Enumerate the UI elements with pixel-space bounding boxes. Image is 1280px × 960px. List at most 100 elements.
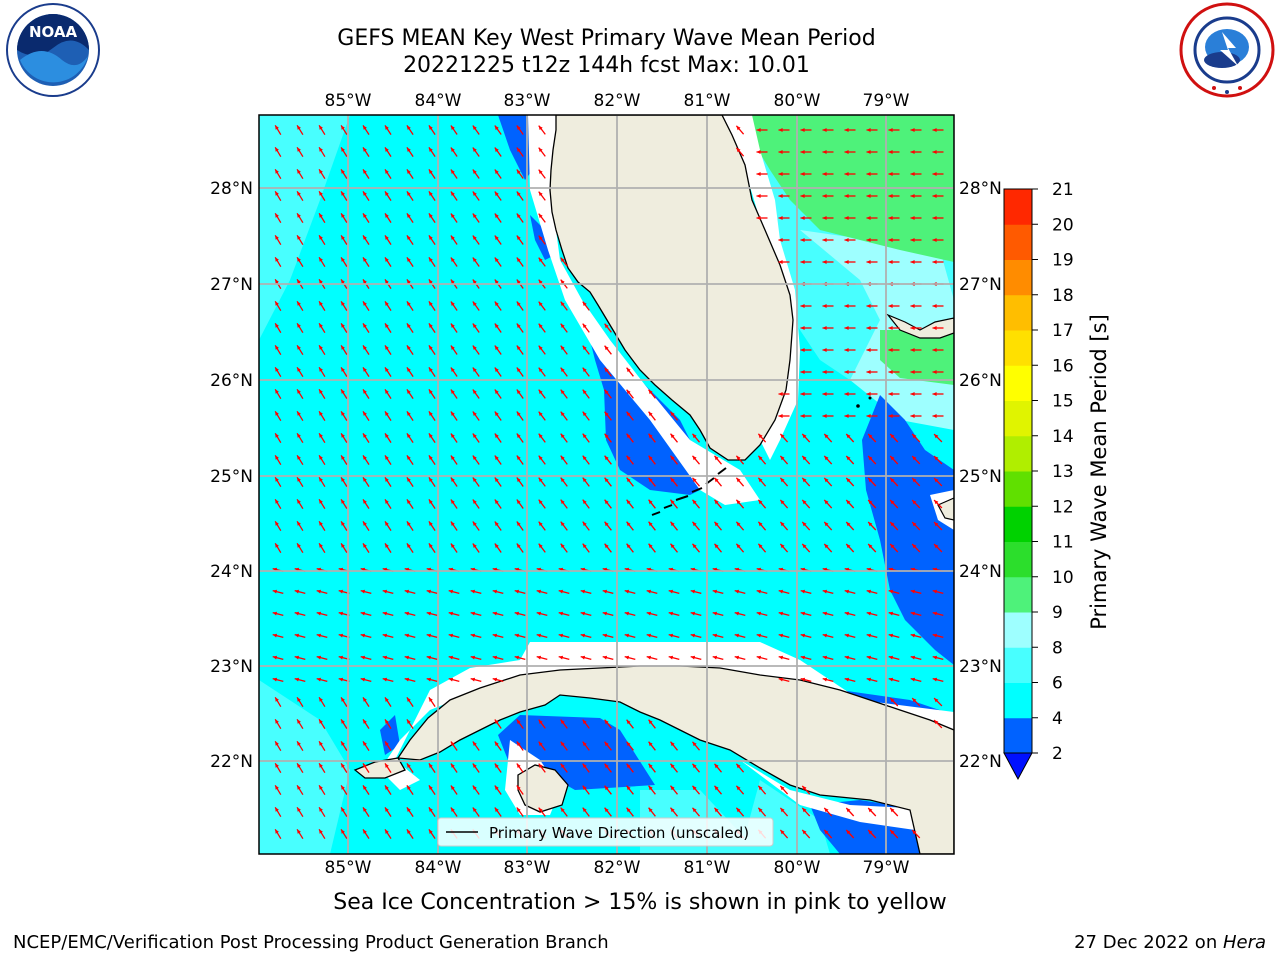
wave-arrow-head xyxy=(800,633,806,638)
wave-arrow-head xyxy=(275,235,279,240)
wave-arrow-head xyxy=(428,499,433,504)
wave-arrow-head xyxy=(582,345,587,350)
colorbar-segment xyxy=(1004,435,1032,472)
wave-arrow-head xyxy=(472,741,477,746)
wave-arrow-head xyxy=(472,125,477,130)
wave-arrow-head xyxy=(580,655,586,660)
wave-arrow-head xyxy=(822,611,828,616)
wave-arrow-head xyxy=(404,677,410,682)
wave-arrow-head xyxy=(316,655,322,660)
wave-arrow-head xyxy=(319,763,323,768)
wave-arrow-head xyxy=(888,260,893,264)
wave-arrow-head xyxy=(538,389,543,394)
wave-arrow-head xyxy=(868,522,873,527)
wave-arrow-head xyxy=(297,125,301,130)
wave-arrow-head xyxy=(341,499,345,504)
wave-arrow-head xyxy=(560,433,565,438)
wave-arrow-head xyxy=(626,499,631,505)
wave-arrow-head xyxy=(341,257,345,262)
wave-arrow-head xyxy=(516,543,521,548)
wave-arrow-head xyxy=(275,763,279,768)
wave-arrow-head xyxy=(758,433,763,439)
colorbar-segment xyxy=(1004,330,1032,366)
wave-arrow-head xyxy=(692,807,697,813)
wave-arrow-head xyxy=(822,655,828,660)
wave-arrow-head xyxy=(866,150,871,154)
wave-arrow-head xyxy=(888,238,893,242)
wave-arrow-head xyxy=(888,589,894,594)
colorbar-segment xyxy=(1004,224,1032,260)
lon-label: 80°W xyxy=(774,91,821,111)
wave-arrow-head xyxy=(297,455,301,460)
wave-arrow-head xyxy=(824,543,829,549)
wave-arrow-head xyxy=(363,147,367,152)
wave-arrow-head xyxy=(341,301,345,306)
wave-arrow-head xyxy=(494,477,499,482)
wave-arrow-head xyxy=(670,411,675,417)
wave-arrow-head xyxy=(890,808,895,813)
arrow-legend-label: Primary Wave Direction (unscaled) xyxy=(489,824,749,842)
wave-arrow-head xyxy=(692,499,697,505)
wave-arrow-head xyxy=(275,191,279,196)
wave-arrow-head xyxy=(778,128,783,132)
wave-arrow-head xyxy=(582,411,587,416)
wave-arrow-head xyxy=(275,499,279,504)
wave-arrow-head xyxy=(932,370,937,374)
wave-arrow-head xyxy=(560,345,565,350)
wave-arrow-head xyxy=(472,455,477,460)
map-title: GEFS MEAN Key West Primary Wave Mean Per… xyxy=(337,26,876,51)
colorbar-segment xyxy=(1004,259,1032,296)
wave-arrow-head xyxy=(910,304,915,308)
wave-arrow-head xyxy=(624,655,630,660)
svg-text:NOAA: NOAA xyxy=(29,23,78,41)
wave-arrow-head xyxy=(472,543,477,548)
wave-arrow-head xyxy=(385,345,389,350)
wave-arrow-head xyxy=(604,719,609,725)
wave-arrow-head xyxy=(275,367,279,372)
wave-arrow-head xyxy=(385,697,389,702)
wave-arrow-head xyxy=(714,499,719,505)
wave-arrow-head xyxy=(756,216,761,220)
wave-arrow-head xyxy=(890,544,895,549)
wave-arrow-head xyxy=(516,147,521,152)
wave-arrow-head xyxy=(910,655,916,660)
wave-arrow-head xyxy=(560,301,565,306)
wave-arrow-head xyxy=(822,326,827,330)
lat-label: 22°N xyxy=(959,752,1002,772)
wave-arrow-head xyxy=(846,456,851,461)
wave-arrow-head xyxy=(866,392,871,396)
wave-arrow-head xyxy=(428,345,433,350)
wave-arrow-head xyxy=(319,785,323,790)
wave-arrow-head xyxy=(448,611,454,616)
wave-arrow-head xyxy=(560,521,565,526)
wave-arrow-head xyxy=(341,719,345,724)
wave-arrow-head xyxy=(604,499,609,505)
wave-arrow-head xyxy=(450,433,455,438)
wave-arrow-head xyxy=(363,191,367,196)
wave-arrow-head xyxy=(448,655,454,660)
wave-arrow-head xyxy=(363,785,367,790)
wave-arrow-head xyxy=(538,367,543,372)
lat-label: 25°N xyxy=(959,467,1002,487)
wave-arrow-head xyxy=(888,633,894,638)
wave-arrow-head xyxy=(450,345,455,350)
wave-arrow-head xyxy=(756,150,761,154)
wave-arrow-head xyxy=(844,414,849,418)
wave-arrow-head xyxy=(275,807,279,812)
wave-arrow-head xyxy=(890,522,895,527)
wave-arrow-head xyxy=(341,345,345,350)
wave-arrow-head xyxy=(690,611,696,616)
wave-arrow-head xyxy=(275,279,279,284)
wave-arrow-head xyxy=(514,589,520,594)
wave-arrow-head xyxy=(450,389,455,394)
wave-arrow-head xyxy=(538,213,543,218)
wave-arrow-head xyxy=(802,455,807,461)
wave-direction-arrows xyxy=(272,124,944,840)
wave-arrow-head xyxy=(406,389,411,394)
wave-arrow-head xyxy=(560,807,565,812)
wave-arrow-head xyxy=(516,785,521,790)
lat-label: 22°N xyxy=(210,752,253,772)
wave-arrow-head xyxy=(363,323,367,328)
lon-label: 84°W xyxy=(415,858,462,878)
wave-arrow-head xyxy=(385,235,389,240)
